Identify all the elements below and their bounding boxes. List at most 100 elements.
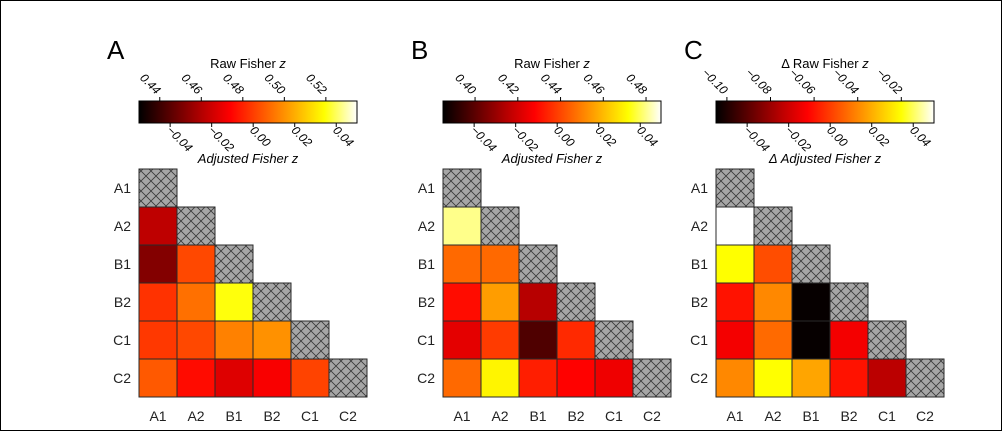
panel-c-heatmap-cell xyxy=(791,282,831,322)
panel-a-bottom-tick-label: −0.04 xyxy=(164,123,196,155)
panel-b-heatmap-cell xyxy=(442,206,482,246)
panel-a-colorbar-top-title: Raw Fisher z xyxy=(210,56,286,71)
panel-c-diagonal-cell xyxy=(753,206,793,246)
panel-a-bottom-tick-label: 0.02 xyxy=(289,123,316,150)
panel-b-heatmap-cell xyxy=(442,320,482,360)
panel-c-diagonal-cell xyxy=(829,282,869,322)
panel-b-col-label: C2 xyxy=(643,408,661,424)
panel-a-row-label: C2 xyxy=(113,370,131,386)
panel-b-col-label: A2 xyxy=(491,408,508,424)
panel-a-diagonal-cell xyxy=(328,358,368,398)
panel-a-heatmap-cell xyxy=(252,358,292,398)
panel-c-heatmap-cell xyxy=(753,282,793,322)
panel-c-label: C xyxy=(684,35,703,65)
panel-b-heatmap-cell xyxy=(518,282,558,322)
panel-c-heatmap-cell xyxy=(753,358,793,398)
panel-b-top-tick-label: 0.46 xyxy=(581,71,608,98)
panel-c-heatmap-cell xyxy=(791,320,831,360)
panel-a-heatmap-cell xyxy=(214,358,254,398)
panel-a-diagonal-cell xyxy=(290,320,330,360)
panel-b-row-label: A1 xyxy=(418,180,435,196)
panel-c-row-label: B2 xyxy=(691,294,708,310)
panel-a-heatmap-cell xyxy=(252,320,292,360)
panel-a-heatmap-cell xyxy=(176,320,216,360)
panel-b-bottom-tick-label: −0.04 xyxy=(468,123,500,155)
panel-c-col-label: B2 xyxy=(840,408,857,424)
panel-c-top-tick-label: −0.02 xyxy=(874,66,906,98)
panel-b-heatmap-cell xyxy=(442,282,482,322)
panel-c-heatmap-cell xyxy=(715,320,755,360)
panel-c-heatmap-cell xyxy=(791,358,831,398)
panel-a-top-tick-label: 0.46 xyxy=(179,71,206,98)
panel-a-row-label: A2 xyxy=(114,218,131,234)
panel-a-diagonal-cell xyxy=(176,206,216,246)
panel-a-heatmap-cell xyxy=(138,244,178,284)
panel-b-row-label: C1 xyxy=(417,332,435,348)
panel-a-heatmap-cell xyxy=(176,282,216,322)
panel-b-heatmap-cell xyxy=(442,244,482,284)
panel-a-heatmap-cell xyxy=(138,206,178,246)
panel-c-colorbar-top-title: Δ Raw Fisher z xyxy=(781,56,869,71)
panel-a-colorbar-bottom-title: Adjusted Fisher z xyxy=(197,151,299,166)
panel-b-bottom-tick-label: 0.00 xyxy=(551,123,578,150)
panel-b-col-label: B2 xyxy=(567,408,584,424)
panel-a-top-tick-label: 0.50 xyxy=(262,71,289,98)
panel-a-col-label: B2 xyxy=(263,408,280,424)
panel-a-heatmap-cell xyxy=(176,244,216,284)
panel-c-colorbar-bottom-title: Δ Adjusted Fisher z xyxy=(768,151,882,166)
panel-c-diagonal-cell xyxy=(791,244,831,284)
panel-b-heatmap-cell xyxy=(518,358,558,398)
panel-a-heatmap-cell xyxy=(176,358,216,398)
panel-a-col-label: C2 xyxy=(339,408,357,424)
panel-a-top-tick-label: 0.48 xyxy=(220,71,247,98)
panel-c-colorbar xyxy=(715,100,935,124)
panel-b-col-label: B1 xyxy=(529,408,546,424)
panel-c-bottom-tick-label: 0.02 xyxy=(866,123,893,150)
panel-b-heatmap-cell xyxy=(480,320,520,360)
panel-c-heatmap-cell xyxy=(715,244,755,284)
panel-b-diagonal-cell xyxy=(480,206,520,246)
panel-a-col-label: B1 xyxy=(225,408,242,424)
panel-a-heatmap-cell xyxy=(138,320,178,360)
panel-a-heatmap-cell xyxy=(138,358,178,398)
panel-b-heatmap-cell xyxy=(480,244,520,284)
panel-a-diagonal-cell xyxy=(252,282,292,322)
panel-c-col-label: C1 xyxy=(878,408,896,424)
panel-c-diagonal-cell xyxy=(867,320,907,360)
panel-c-bottom-tick-label: 0.04 xyxy=(907,123,934,150)
panel-b-colorbar-top-title: Raw Fisher z xyxy=(514,56,590,71)
panel-b-diagonal-cell xyxy=(556,282,596,322)
panel-a-top-tick-label: 0.52 xyxy=(303,71,330,98)
panel-a-bottom-tick-label: 0.00 xyxy=(247,123,274,150)
panel-c-col-label: B1 xyxy=(802,408,819,424)
panel-b-colorbar-bottom-title: Adjusted Fisher z xyxy=(501,151,603,166)
panel-c-heatmap-cell xyxy=(715,358,755,398)
panel-a-diagonal-cell xyxy=(138,168,178,208)
panel-b-label: B xyxy=(411,35,428,65)
panel-a-heatmap-cell xyxy=(290,358,330,398)
panel-a-row-label: C1 xyxy=(113,332,131,348)
panel-c-col-label: A1 xyxy=(726,408,743,424)
panel-b-row-label: C2 xyxy=(417,370,435,386)
panel-c-row-label: B1 xyxy=(691,256,708,272)
panel-a-diagonal-cell xyxy=(214,244,254,284)
panel-b-colorbar xyxy=(442,100,662,124)
panel-c-heatmap-cell xyxy=(715,206,755,246)
panel-a-row-label: A1 xyxy=(114,180,131,196)
panel-a-label: A xyxy=(107,35,125,65)
panel-c-diagonal-cell xyxy=(905,358,945,398)
panel-b-col-label: A1 xyxy=(453,408,470,424)
panel-c-row-label: C2 xyxy=(690,370,708,386)
panel-b-heatmap-cell xyxy=(556,358,596,398)
panel-b-row-label: B1 xyxy=(418,256,435,272)
panel-b-heatmap-cell xyxy=(480,282,520,322)
panel-a-colorbar xyxy=(138,100,358,124)
panel-a-heatmap-cell xyxy=(138,282,178,322)
panel-c-row-label: A2 xyxy=(691,218,708,234)
panel-b-diagonal-cell xyxy=(594,320,634,360)
panel-c-heatmap-cell xyxy=(753,320,793,360)
panel-c-heatmap-cell xyxy=(829,358,869,398)
panel-a-bottom-tick-label: 0.04 xyxy=(330,123,357,150)
